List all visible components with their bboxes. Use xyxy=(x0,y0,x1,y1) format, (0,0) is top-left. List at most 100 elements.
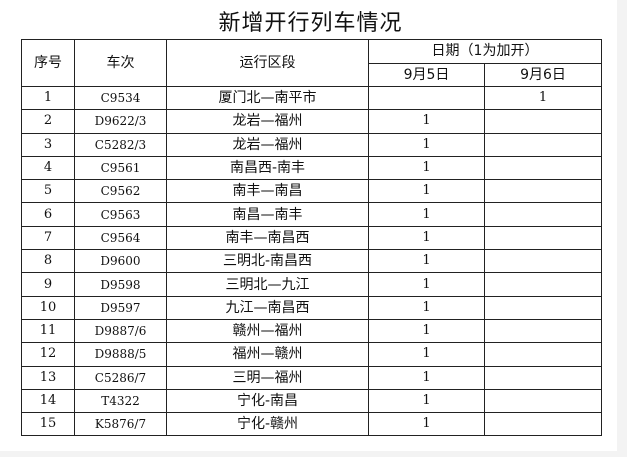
sep6-flag xyxy=(483,295,603,320)
route-section: 九江—南昌西 xyxy=(166,295,369,320)
sep5-flag xyxy=(368,85,485,111)
route-section: 福州—赣州 xyxy=(166,342,369,367)
sep5-flag: 1 xyxy=(368,179,485,204)
sep6-flag xyxy=(483,225,603,251)
train-number: C9561 xyxy=(74,155,167,181)
row-index: 10 xyxy=(21,295,75,320)
route-section: 三明北—九江 xyxy=(166,272,369,297)
table-row: 12 D9888/5 福州—赣州 1 xyxy=(21,342,603,367)
sep5-flag: 1 xyxy=(368,272,485,297)
row-index: 13 xyxy=(21,365,75,390)
sep6-flag xyxy=(483,272,603,297)
table-row: 1 C9534 厦门北—南平市 1 xyxy=(21,85,603,111)
sep6-flag xyxy=(483,342,603,367)
sep5-flag: 1 xyxy=(368,202,485,227)
sep6-flag xyxy=(483,155,603,181)
table-row: 13 C5286/7 三明—福州 1 xyxy=(21,365,603,390)
route-section: 南丰—南昌西 xyxy=(166,225,369,251)
route-section: 厦门北—南平市 xyxy=(166,85,369,111)
header-date-group: 日期（1为加开） xyxy=(367,39,603,64)
header-date-sep6: 9月6日 xyxy=(483,62,603,87)
train-number: C9534 xyxy=(74,85,167,111)
route-section: 宁化-南昌 xyxy=(166,388,369,414)
table-row: 4 C9561 南昌西-南丰 1 xyxy=(21,155,603,181)
route-section: 南丰—南昌 xyxy=(166,179,369,204)
row-index: 7 xyxy=(21,225,75,251)
sep6-flag xyxy=(483,412,603,437)
header-train: 车次 xyxy=(74,39,167,87)
train-number: C9562 xyxy=(74,179,167,204)
train-number: C9563 xyxy=(74,202,167,227)
table-row: 6 C9563 南昌—南丰 1 xyxy=(21,202,603,227)
sep5-flag: 1 xyxy=(368,342,485,367)
table-row: 7 C9564 南丰—南昌西 1 xyxy=(21,225,603,251)
table-row: 15 K5876/7 宁化-赣州 1 xyxy=(21,412,603,437)
row-index: 11 xyxy=(21,318,75,344)
route-section: 南昌西-南丰 xyxy=(166,155,369,181)
train-number: D9622/3 xyxy=(74,109,167,134)
sep5-flag: 1 xyxy=(368,295,485,320)
route-section: 三明北-南昌西 xyxy=(166,249,369,274)
train-table: 序号 车次 运行区段 日期（1为加开） 9月5日 9月6日 1 C9534 厦门北—… xyxy=(21,39,603,437)
row-index: 3 xyxy=(21,132,75,157)
header-date-sep5: 9月5日 xyxy=(368,62,485,87)
row-index: 12 xyxy=(21,342,75,367)
train-number: C5282/3 xyxy=(74,132,167,157)
sep6-flag xyxy=(483,202,603,227)
row-index: 9 xyxy=(21,272,75,297)
sep5-flag: 1 xyxy=(368,412,485,437)
train-number: D9597 xyxy=(74,295,167,320)
sep5-flag: 1 xyxy=(368,109,485,134)
table-row: 2 D9622/3 龙岩—福州 1 xyxy=(21,109,603,134)
train-number: D9887/6 xyxy=(74,318,167,344)
table-row: 14 T4322 宁化-南昌 1 xyxy=(21,388,603,414)
sep6-flag xyxy=(483,132,603,157)
page-title: 新增开行列车情况 xyxy=(218,11,403,36)
table-row: 11 D9887/6 赣州—福州 1 xyxy=(21,318,603,344)
sep6-flag xyxy=(483,318,603,344)
table-row: 10 D9597 九江—南昌西 1 xyxy=(21,295,603,320)
row-index: 2 xyxy=(21,109,75,134)
sep6-flag xyxy=(483,249,603,274)
table-body: 1 C9534 厦门北—南平市 1 2 D9622/3 龙岩—福州 1 3 C5282/3 龙岩—福… xyxy=(21,85,603,437)
row-index: 15 xyxy=(21,412,75,437)
row-index: 6 xyxy=(21,202,75,227)
row-index: 14 xyxy=(21,388,75,414)
train-number: C5286/7 xyxy=(74,365,167,390)
sep5-flag: 1 xyxy=(368,365,485,390)
sep5-flag: 1 xyxy=(368,132,485,157)
sep6-flag xyxy=(483,365,603,390)
route-section: 龙岩—福州 xyxy=(166,109,369,134)
route-section: 龙岩—福州 xyxy=(166,132,369,157)
row-index: 8 xyxy=(21,249,75,274)
route-section: 赣州—福州 xyxy=(166,318,369,344)
train-number: D9600 xyxy=(74,249,167,274)
header-index: 序号 xyxy=(21,39,75,87)
row-index: 1 xyxy=(21,85,75,111)
sep5-flag: 1 xyxy=(368,249,485,274)
sep5-flag: 1 xyxy=(368,225,485,251)
route-section: 南昌—南丰 xyxy=(166,202,369,227)
sep6-flag: 1 xyxy=(483,85,603,111)
route-section: 宁化-赣州 xyxy=(166,412,369,437)
table-row: 8 D9600 三明北-南昌西 1 xyxy=(21,249,603,274)
train-number: D9598 xyxy=(74,272,167,297)
sep5-flag: 1 xyxy=(368,318,485,344)
train-number: D9888/5 xyxy=(74,342,167,367)
table-row: 5 C9562 南丰—南昌 1 xyxy=(21,179,603,204)
sep5-flag: 1 xyxy=(368,155,485,181)
row-index: 4 xyxy=(21,155,75,181)
table-row: 9 D9598 三明北—九江 1 xyxy=(21,272,603,297)
train-number: C9564 xyxy=(74,225,167,251)
table-row: 3 C5282/3 龙岩—福州 1 xyxy=(21,132,603,157)
sep6-flag xyxy=(483,388,603,414)
sep6-flag xyxy=(483,109,603,134)
train-number: T4322 xyxy=(74,388,167,414)
train-number: K5876/7 xyxy=(74,412,167,437)
sep6-flag xyxy=(483,179,603,204)
document-page: 新增开行列车情况 序号 车次 运行区段 日期（1为加开） 9月5日 9月6日 1… xyxy=(0,0,617,451)
sep5-flag: 1 xyxy=(368,388,485,414)
row-index: 5 xyxy=(21,179,75,204)
route-section: 三明—福州 xyxy=(166,365,369,390)
header-section: 运行区段 xyxy=(166,39,369,87)
